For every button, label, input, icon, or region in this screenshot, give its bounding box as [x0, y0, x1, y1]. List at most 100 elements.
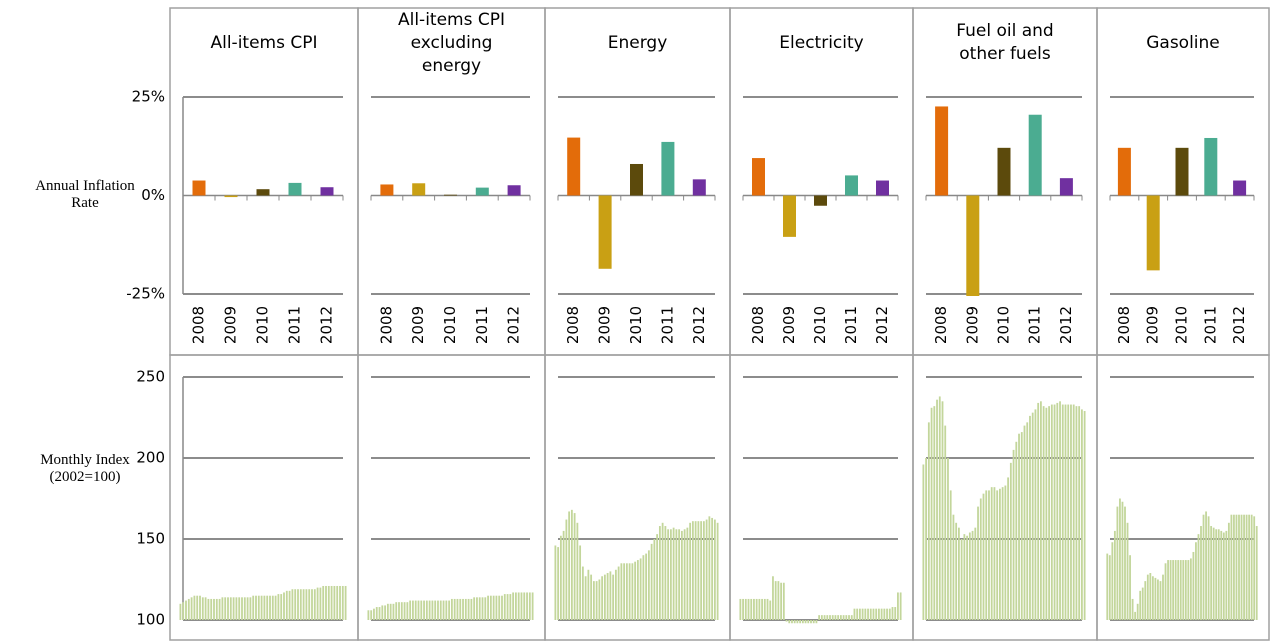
bar	[528, 592, 531, 620]
bar	[780, 582, 783, 620]
bars	[554, 509, 719, 620]
bar	[453, 598, 456, 620]
bar	[1111, 542, 1114, 620]
bar	[966, 535, 968, 620]
bar	[1037, 402, 1040, 620]
bar	[255, 595, 257, 620]
bar	[700, 521, 703, 620]
bar	[412, 183, 426, 196]
bar	[818, 615, 821, 620]
bar	[686, 527, 689, 620]
bar	[1018, 433, 1020, 620]
bar	[1217, 529, 1220, 620]
x-tick-label: 2011	[473, 306, 491, 344]
x-tick-label: 2012	[318, 306, 336, 344]
bar	[193, 595, 196, 620]
bar	[925, 458, 927, 620]
bar	[971, 530, 974, 620]
bar	[960, 539, 963, 620]
bar	[804, 620, 807, 624]
bar	[579, 545, 582, 620]
x-tick-label: 2008	[190, 306, 208, 344]
bar	[481, 597, 484, 620]
panel-border	[357, 354, 546, 641]
bar	[876, 180, 889, 196]
x-tick-label: 2010	[995, 306, 1013, 344]
bar	[531, 592, 534, 620]
bar	[831, 615, 834, 620]
bar	[894, 607, 897, 620]
bar	[473, 597, 476, 620]
bar	[744, 598, 747, 620]
bar	[845, 175, 858, 196]
bar	[456, 598, 459, 620]
bar	[702, 521, 705, 620]
bar	[484, 597, 487, 620]
bar	[1081, 409, 1083, 620]
bar	[1131, 598, 1134, 620]
bar	[288, 590, 291, 620]
bar	[1222, 532, 1225, 620]
bar	[192, 180, 206, 196]
bar	[1053, 404, 1056, 620]
bars	[567, 137, 706, 269]
chart-title: All-items CPI excluding energy	[397, 9, 505, 76]
bar	[614, 569, 617, 620]
y-axis-label: Monthly Index (2002=100)	[40, 452, 130, 485]
bar	[1202, 514, 1205, 620]
bar	[322, 585, 325, 620]
x-tick-label: 2011	[658, 306, 676, 344]
bar	[807, 620, 810, 624]
chart-title: Fuel oil and other fuels	[956, 21, 1054, 64]
bar	[523, 592, 526, 620]
bar	[782, 582, 785, 620]
bar	[241, 597, 243, 620]
bar	[842, 615, 845, 620]
bar	[1026, 422, 1029, 620]
bar	[1139, 590, 1142, 620]
bar	[213, 598, 215, 620]
bar	[495, 595, 498, 620]
bar	[1059, 401, 1061, 620]
bar	[434, 600, 437, 620]
bar	[664, 526, 667, 620]
bar	[305, 589, 308, 620]
bar	[1197, 534, 1200, 620]
bar	[207, 598, 210, 620]
bar	[631, 563, 634, 620]
bars	[935, 106, 1073, 296]
bar	[344, 585, 347, 620]
bar	[1061, 404, 1064, 620]
bar	[257, 595, 260, 620]
bar	[747, 598, 750, 620]
bar	[448, 600, 451, 620]
bar	[570, 509, 573, 620]
bar	[266, 595, 269, 620]
bar	[656, 534, 659, 620]
x-tick-label: 2009	[1144, 306, 1162, 344]
bar	[774, 581, 777, 620]
bar	[277, 594, 280, 620]
x-tick-label: 2009	[596, 306, 614, 344]
bar	[856, 608, 859, 620]
bar	[667, 529, 670, 620]
bar	[708, 516, 711, 620]
bars	[922, 396, 1086, 620]
bar	[845, 615, 848, 620]
bar	[647, 550, 650, 620]
bar	[930, 407, 933, 620]
x-tick-label: 2010	[441, 306, 459, 344]
bar	[285, 590, 288, 620]
y-tick-label: 200	[136, 449, 165, 467]
bar	[498, 595, 501, 620]
bar	[520, 592, 523, 620]
bar	[1175, 147, 1189, 196]
bar	[330, 585, 333, 620]
bar	[1136, 603, 1139, 620]
bar	[492, 595, 495, 620]
bar	[691, 521, 694, 620]
bar	[557, 547, 560, 620]
bar	[609, 571, 612, 620]
bar	[848, 615, 850, 620]
